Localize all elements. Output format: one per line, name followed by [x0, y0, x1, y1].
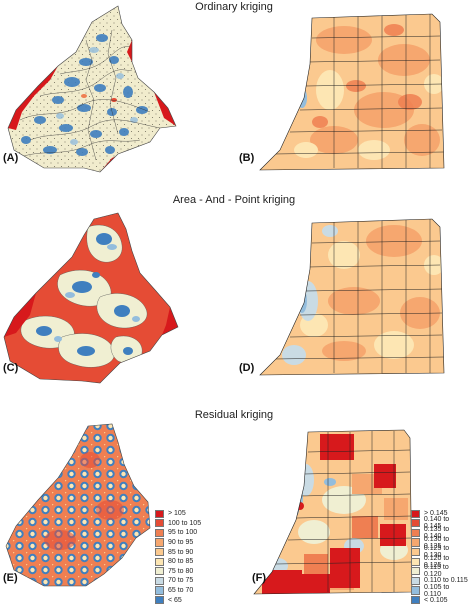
legend-label: 95 to 100 — [168, 529, 198, 537]
legend-label: 75 to 80 — [168, 567, 194, 575]
legend-label: 65 to 70 — [168, 587, 194, 595]
legend-right: > 0.145 0.140 to 0.145 0.135 to 0.140 0.… — [411, 509, 468, 605]
legend-right-item: 0.115 to 0.120 — [411, 564, 468, 579]
legend-swatch — [411, 557, 420, 566]
legend-label: 0.105 to 0.110 — [423, 583, 450, 598]
panel-label-c: (C) — [3, 362, 19, 374]
legend-right-item: 0.125 to 0.130 — [411, 545, 468, 560]
legend-right-item: 0.135 to 0.140 — [411, 525, 468, 540]
map-panel-c — [3, 212, 179, 384]
section-title-area-and-point-kriging: Area - And - Point kriging — [172, 194, 296, 206]
legend-swatch — [411, 528, 420, 538]
legend-label: > 105 — [168, 510, 186, 518]
legend-left-item: 100 to 105 — [155, 519, 201, 529]
legend-right-item: 0.140 to 0.145 — [411, 516, 468, 531]
legend-left-item: > 105 — [155, 509, 201, 519]
legend-left-item: 85 to 90 — [155, 547, 201, 557]
legend-swatch — [155, 538, 164, 547]
legend-left-item: 70 to 75 — [155, 576, 201, 586]
legend-left-item: 65 to 70 — [155, 586, 201, 596]
legend-label: < 0.105 — [424, 596, 448, 604]
legend-label: 0.130 to 0.135 — [423, 535, 450, 550]
legend-swatch — [411, 567, 420, 576]
section-title-residual-kriging: Residual kriging — [194, 409, 274, 421]
panel-label-d: (D) — [239, 362, 255, 374]
legend-left-item: 75 to 80 — [155, 567, 201, 577]
legend-swatch — [411, 576, 420, 586]
panel-label-b: (B) — [239, 152, 255, 164]
legend-swatch — [411, 596, 420, 605]
legend-swatch — [411, 538, 420, 547]
legend-right-item: 0.105 to 0.110 — [411, 583, 468, 598]
legend-left-item: 90 to 95 — [155, 538, 201, 548]
section-title-ordinary-kriging: Ordinary kriging — [195, 1, 273, 13]
legend-swatch — [155, 528, 164, 538]
legend-swatch — [155, 509, 164, 518]
legend-swatch — [155, 586, 164, 595]
legend-left-item: 80 to 85 — [155, 557, 201, 567]
legend-left: > 105 100 to 105 95 to 100 90 to 95 85 t… — [155, 509, 201, 605]
legend-label: 80 to 85 — [168, 558, 194, 566]
legend-label: 0.115 to 0.120 — [423, 564, 449, 579]
map-panel-a — [7, 5, 177, 173]
legend-swatch — [155, 576, 164, 586]
legend-label: 0.120 to 0.125 — [423, 554, 450, 569]
legend-label: < 65 — [168, 596, 182, 604]
legend-label: 0.125 to 0.130 — [423, 545, 450, 560]
legend-label: 70 to 75 — [168, 577, 194, 585]
legend-right-item: 0.120 to 0.125 — [411, 554, 468, 569]
panel-label-f: (F) — [252, 572, 267, 584]
legend-label: 100 to 105 — [168, 519, 202, 527]
legend-swatch — [155, 567, 164, 576]
legend-label: 85 to 90 — [168, 548, 194, 556]
legend-swatch — [155, 596, 164, 605]
legend-label: > 0.145 — [424, 510, 448, 518]
legend-right-item: > 0.145 — [411, 509, 468, 519]
legend-label: 0.110 to 0.115 — [424, 577, 468, 585]
legend-label: 0.140 to 0.145 — [423, 516, 450, 531]
legend-right-item: 0.130 to 0.135 — [411, 535, 468, 550]
legend-swatch — [155, 557, 164, 566]
map-panel-e — [5, 423, 151, 587]
panel-label-e: (E) — [3, 572, 18, 584]
legend-swatch — [411, 548, 420, 557]
legend-swatch — [155, 548, 164, 557]
legend-label: 90 to 95 — [168, 539, 194, 547]
legend-left-item: 95 to 100 — [155, 528, 201, 538]
map-panel-d — [259, 218, 445, 376]
legend-swatch — [411, 519, 420, 528]
legend-right-item: 0.110 to 0.115 — [411, 576, 468, 586]
legend-swatch — [411, 509, 420, 518]
legend-swatch — [411, 586, 420, 595]
legend-swatch — [155, 519, 164, 528]
map-panel-b — [259, 13, 445, 171]
legend-label: 0.135 to 0.140 — [423, 525, 450, 540]
legend-left-item: < 65 — [155, 595, 201, 605]
map-panel-f — [253, 429, 413, 595]
panel-label-a: (A) — [3, 152, 19, 164]
